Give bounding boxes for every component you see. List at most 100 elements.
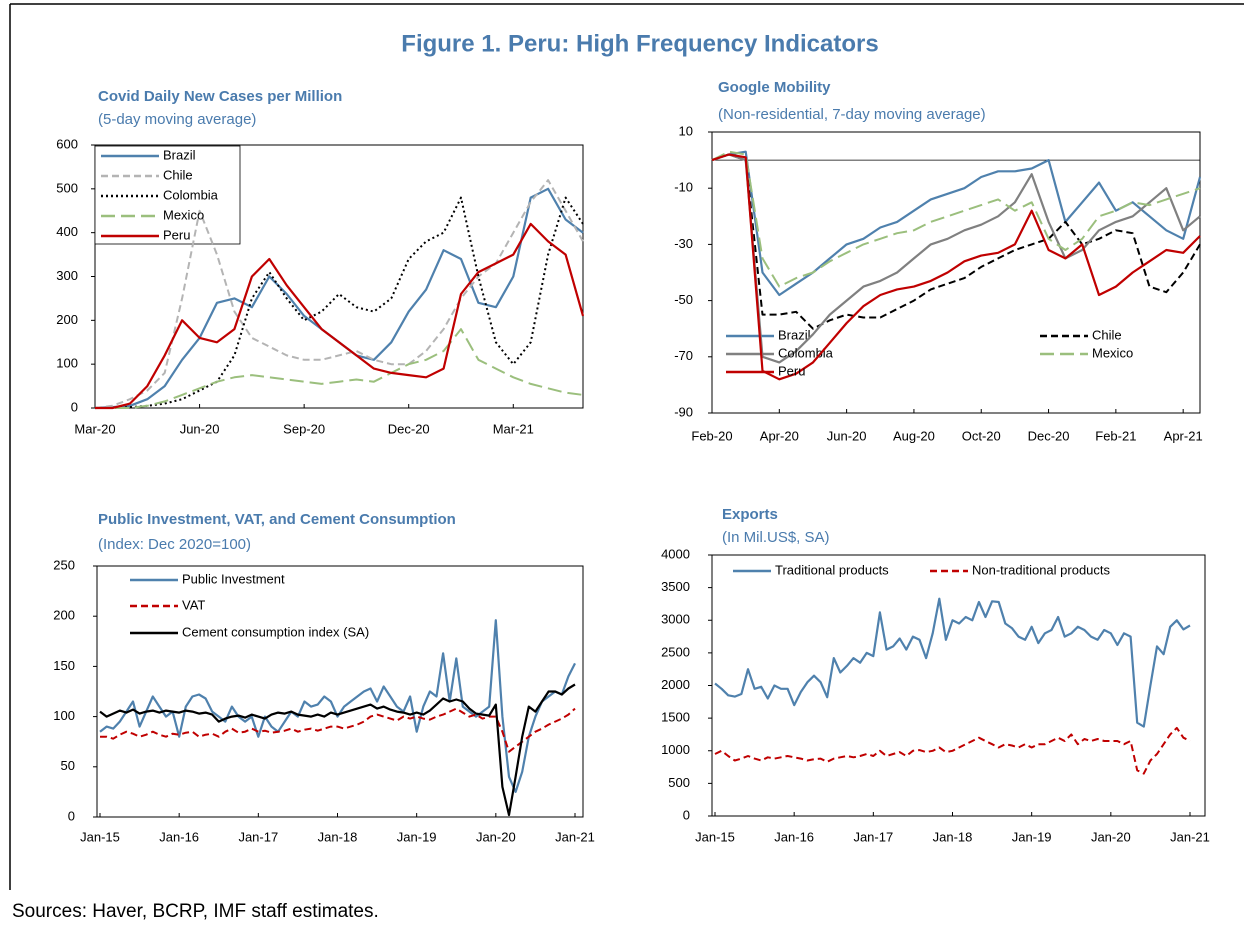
x-tick-label: Jan-18 (318, 829, 358, 844)
x-tick-label: Jan-16 (774, 829, 814, 844)
legend-label: Colombia (778, 345, 834, 360)
legend-label: Colombia (163, 187, 219, 202)
series-line (95, 196, 584, 409)
source-note: Sources: Haver, BCRP, IMF staff estimate… (12, 901, 379, 922)
series-line (95, 328, 584, 409)
x-tick-label: Jan-20 (1091, 829, 1131, 844)
x-tick-label: Apr-20 (760, 428, 799, 443)
x-tick-label: Oct-20 (962, 428, 1001, 443)
legend-label: Chile (1092, 327, 1122, 342)
legend-label: Mexico (1092, 345, 1133, 360)
legend-label: Peru (163, 227, 190, 242)
chart-subtitle: (Index: Dec 2020=100) (98, 536, 251, 553)
series-line (711, 153, 1201, 364)
series-line (711, 150, 1202, 297)
y-tick-label: 500 (668, 775, 690, 790)
series-line (99, 683, 576, 817)
y-tick-label: 200 (56, 312, 78, 327)
series-line (711, 153, 1201, 381)
x-tick-label: Jan-16 (159, 829, 199, 844)
x-tick-label: Jan-19 (1012, 829, 1052, 844)
x-tick-label: Jan-17 (238, 829, 278, 844)
legend-label: Mexico (163, 207, 204, 222)
chart-subtitle: (Non-residential, 7-day moving average) (718, 106, 986, 123)
plot-frame (711, 131, 1201, 414)
y-tick-label: 500 (56, 180, 78, 195)
plot-frame (96, 565, 584, 818)
y-tick-label: 300 (56, 268, 78, 283)
legend-label: Traditional products (775, 562, 889, 577)
y-tick-label: -50 (674, 292, 693, 307)
series-line (100, 707, 576, 753)
x-tick-label: Mar-20 (74, 421, 115, 436)
plot-frame (711, 554, 1206, 817)
x-tick-label: Jan-18 (933, 829, 973, 844)
series-line (711, 150, 1201, 288)
y-tick-label: 2500 (661, 644, 690, 659)
y-tick-label: 2000 (661, 677, 690, 692)
y-tick-label: -70 (674, 348, 693, 363)
chart-title: Covid Daily New Cases per Million (98, 88, 342, 105)
y-tick-label: 400 (56, 224, 78, 239)
legend-label: Brazil (163, 147, 196, 162)
legend-label: Brazil (778, 327, 811, 342)
x-tick-label: Jun-20 (827, 428, 867, 443)
y-tick-label: 600 (56, 136, 78, 151)
y-tick-label: 200 (53, 608, 75, 623)
y-tick-label: 1000 (661, 742, 690, 757)
y-tick-label: 0 (71, 399, 78, 414)
legend-label: Public Investment (182, 571, 285, 586)
legend-label: Peru (778, 363, 805, 378)
figure-title: Figure 1. Peru: High Frequency Indicator… (401, 30, 878, 57)
y-tick-label: 0 (68, 808, 75, 823)
x-tick-label: Aug-20 (893, 428, 935, 443)
y-tick-label: 250 (53, 557, 75, 572)
x-tick-label: Jan-15 (80, 829, 120, 844)
x-tick-label: Feb-21 (1095, 428, 1136, 443)
y-tick-label: 50 (61, 758, 75, 773)
x-tick-label: Jan-21 (1170, 829, 1210, 844)
legend-label: Chile (163, 167, 193, 182)
chart-title: Google Mobility (718, 79, 831, 96)
x-tick-label: Jan-19 (397, 829, 437, 844)
y-tick-label: 0 (683, 807, 690, 822)
y-tick-label: 10 (679, 123, 693, 138)
x-tick-label: Jun-20 (180, 421, 220, 436)
legend-label: Cement consumption index (SA) (182, 624, 369, 639)
x-tick-label: Dec-20 (1028, 428, 1070, 443)
legend-label: Non-traditional products (972, 562, 1111, 577)
chart-subtitle: (In Mil.US$, SA) (722, 529, 830, 546)
series-line (94, 179, 584, 409)
y-tick-label: -10 (674, 180, 693, 195)
y-tick-label: 3500 (661, 579, 690, 594)
series-line (714, 726, 1191, 775)
legend-label: VAT (182, 597, 205, 612)
x-tick-label: Sep-20 (283, 421, 325, 436)
x-tick-label: Feb-20 (691, 428, 732, 443)
y-tick-label: 100 (53, 708, 75, 723)
series-line (95, 222, 585, 410)
x-tick-label: Jan-15 (695, 829, 735, 844)
series-line (99, 619, 576, 793)
legend-box (94, 145, 241, 245)
x-tick-label: Dec-20 (388, 421, 430, 436)
y-tick-label: -90 (674, 404, 693, 419)
y-tick-label: 1500 (661, 710, 690, 725)
x-tick-label: Jan-21 (555, 829, 595, 844)
chart-title: Public Investment, VAT, and Cement Consu… (98, 511, 456, 528)
y-tick-label: 150 (53, 658, 75, 673)
series-line (711, 153, 1201, 330)
y-tick-label: -30 (674, 236, 693, 251)
x-tick-label: Apr-21 (1164, 428, 1203, 443)
series-line (714, 597, 1191, 728)
x-tick-label: Jan-20 (476, 829, 516, 844)
y-tick-label: 4000 (661, 546, 690, 561)
x-tick-label: Jan-17 (853, 829, 893, 844)
chart-subtitle: (5-day moving average) (98, 111, 256, 128)
chart-title: Exports (722, 506, 778, 523)
y-tick-label: 100 (56, 356, 78, 371)
x-tick-label: Mar-21 (493, 421, 534, 436)
y-tick-label: 3000 (661, 612, 690, 627)
